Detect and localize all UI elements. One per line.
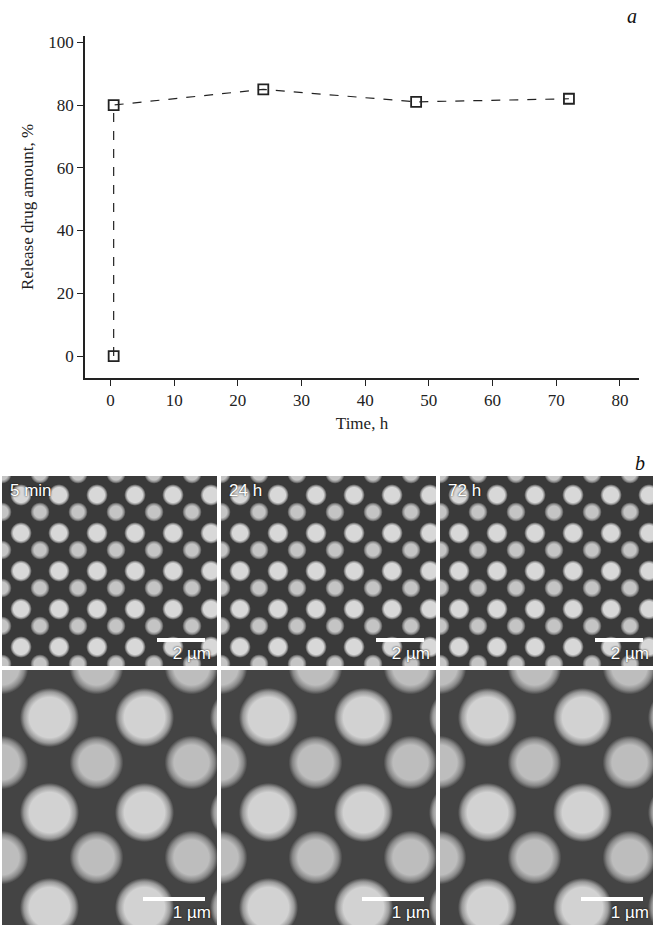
html-text:1 µm: 1 µm bbox=[391, 903, 430, 922]
svg-text:20: 20 bbox=[229, 391, 246, 410]
svg-text:80: 80 bbox=[57, 96, 74, 115]
html-text:b: b bbox=[635, 452, 645, 474]
html-text:2 µm: 2 µm bbox=[610, 644, 649, 663]
svg-text:60: 60 bbox=[57, 159, 74, 178]
html-text:2 µm: 2 µm bbox=[172, 644, 211, 663]
html-text:5 min: 5 min bbox=[10, 481, 52, 500]
svg-text:70: 70 bbox=[548, 391, 565, 410]
svg-text:60: 60 bbox=[484, 391, 501, 410]
html-text:24 h: 24 h bbox=[229, 481, 263, 500]
svg-text:10: 10 bbox=[166, 391, 183, 410]
svg-text:0: 0 bbox=[106, 391, 115, 410]
svg-text:40: 40 bbox=[57, 221, 74, 240]
html-text:72 h: 72 h bbox=[448, 481, 482, 500]
svg-text:100: 100 bbox=[48, 33, 74, 52]
svg-text:0: 0 bbox=[65, 347, 74, 366]
svg-text:Time, h: Time, h bbox=[336, 414, 389, 433]
html-text:1 µm: 1 µm bbox=[172, 903, 211, 922]
svg-text:a: a bbox=[627, 5, 637, 27]
svg-text:Release drug amount, %: Release drug amount, % bbox=[18, 124, 37, 290]
svg-text:50: 50 bbox=[420, 391, 437, 410]
svg-text:80: 80 bbox=[611, 391, 628, 410]
html-text:2 µm: 2 µm bbox=[391, 644, 430, 663]
html-text:1 µm: 1 µm bbox=[610, 903, 649, 922]
svg-text:20: 20 bbox=[57, 284, 74, 303]
svg-text:40: 40 bbox=[357, 391, 374, 410]
svg-text:30: 30 bbox=[293, 391, 310, 410]
